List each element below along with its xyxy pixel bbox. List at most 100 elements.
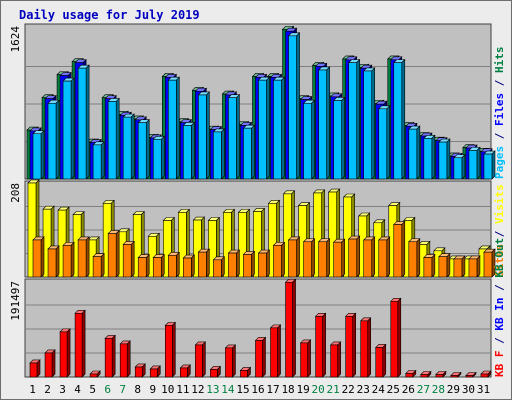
x-tick-label-24: 24 xyxy=(372,383,386,396)
legend-entry: / xyxy=(493,126,506,146)
bar-bot-kb-f-9 xyxy=(149,365,161,378)
bar-front-face xyxy=(405,373,414,378)
bar-top-pages-20 xyxy=(317,66,331,180)
bar-front-face xyxy=(213,131,222,180)
bar-side-face xyxy=(326,66,330,180)
x-tick-label-26: 26 xyxy=(402,383,415,396)
bar-side-face xyxy=(221,128,225,180)
bar-side-face xyxy=(307,339,311,378)
bar-side-face xyxy=(356,235,360,278)
bar-mid-sites-17 xyxy=(272,241,286,278)
bar-bot-kb-f-14 xyxy=(224,344,237,378)
x-tick-label-10: 10 xyxy=(161,383,174,396)
bar-front-face xyxy=(333,100,342,180)
bar-front-face xyxy=(92,256,102,278)
bar-front-face xyxy=(273,79,282,180)
bar-front-face xyxy=(77,239,87,278)
bar-bot-kb-f-30 xyxy=(465,371,477,378)
bar-front-face xyxy=(258,252,267,278)
bar-front-face xyxy=(328,191,337,278)
bar-side-face xyxy=(416,125,421,180)
bar-side-face xyxy=(36,359,41,378)
bar-top-pages-29 xyxy=(453,154,466,180)
bar-front-face xyxy=(468,150,478,180)
bar-side-face xyxy=(341,238,345,278)
bar-front-face xyxy=(318,241,327,278)
bar-side-face xyxy=(416,238,421,278)
bar-side-face xyxy=(401,220,406,278)
bar-top-pages-17 xyxy=(272,76,286,180)
bar-top-pages-15 xyxy=(242,124,256,180)
bar-side-face xyxy=(100,252,105,278)
bar-front-face xyxy=(208,220,217,278)
bar-side-face xyxy=(191,121,195,180)
legend-entry: Hits xyxy=(493,47,506,74)
bar-side-face xyxy=(236,93,240,180)
bar-side-face xyxy=(296,32,300,180)
bar-side-face xyxy=(40,236,45,278)
bar-bot-kb-f-6 xyxy=(104,334,116,378)
bar-front-face xyxy=(119,343,128,378)
bar-front-face xyxy=(59,331,68,378)
legend-entry: / xyxy=(493,73,506,93)
x-tick-label-2: 2 xyxy=(44,383,51,396)
bar-top-pages-16 xyxy=(257,76,271,180)
bar-mid-visits-13 xyxy=(207,216,221,278)
bar-top-pages-22 xyxy=(347,58,361,180)
bar-front-face xyxy=(149,368,158,378)
x-tick-label-21: 21 xyxy=(327,383,340,396)
bar-top-pages-11 xyxy=(182,121,196,180)
bar-side-face xyxy=(206,248,210,278)
bar-front-face xyxy=(62,80,72,180)
x-tick-label-8: 8 xyxy=(134,383,141,396)
bar-top-pages-9 xyxy=(152,135,165,180)
bar-front-face xyxy=(44,352,53,378)
bar-mid-sites-24 xyxy=(378,236,391,278)
bar-side-face xyxy=(145,253,150,278)
bar-front-face xyxy=(228,252,237,278)
bar-mid-sites-7 xyxy=(122,240,135,278)
bar-side-face xyxy=(145,118,150,180)
bar-top-pages-31 xyxy=(483,150,496,180)
x-tick-label-20: 20 xyxy=(312,383,325,396)
bar-front-face xyxy=(225,347,233,378)
panel-mid xyxy=(24,179,496,278)
bar-mid-sites-5 xyxy=(92,252,105,278)
bar-side-face xyxy=(431,134,436,180)
x-tick-label-12: 12 xyxy=(191,383,204,396)
bar-front-face xyxy=(122,116,132,180)
bar-bot-kb-f-29 xyxy=(450,371,462,378)
bar-side-face xyxy=(326,238,330,278)
bar-side-face xyxy=(371,236,376,278)
bar-bot-kb-f-22 xyxy=(344,312,357,378)
x-tick-label-23: 23 xyxy=(357,383,370,396)
x-tick-label-14: 14 xyxy=(221,383,235,396)
bar-mid-sites-10 xyxy=(167,251,181,278)
bar-bot-kb-f-26 xyxy=(405,369,417,378)
bar-top-pages-7 xyxy=(122,113,135,180)
bar-front-face xyxy=(393,62,403,180)
bar-front-face xyxy=(243,254,252,278)
bar-front-face xyxy=(393,224,403,278)
legend-entry: / xyxy=(493,224,506,244)
bar-front-face xyxy=(283,193,292,278)
bar-side-face xyxy=(266,249,270,278)
bar-front-face xyxy=(300,342,308,378)
bar-side-face xyxy=(175,251,180,278)
bar-side-face xyxy=(130,240,135,278)
bar-bot-kb-f-17 xyxy=(269,324,282,378)
bar-front-face xyxy=(360,320,369,378)
bar-mid-sites-28 xyxy=(438,252,451,278)
bar-side-face xyxy=(277,324,281,378)
bar-front-face xyxy=(273,245,282,278)
bar-side-face xyxy=(85,64,90,180)
bar-side-face xyxy=(296,236,300,278)
bar-bot-kb-f-21 xyxy=(329,341,342,378)
bar-mid-sites-25 xyxy=(393,220,406,278)
bar-side-face xyxy=(202,341,206,378)
bar-mid-sites-1 xyxy=(32,236,45,278)
bar-side-face xyxy=(382,343,387,378)
bar-front-face xyxy=(238,212,247,278)
bar-front-face xyxy=(104,338,113,378)
